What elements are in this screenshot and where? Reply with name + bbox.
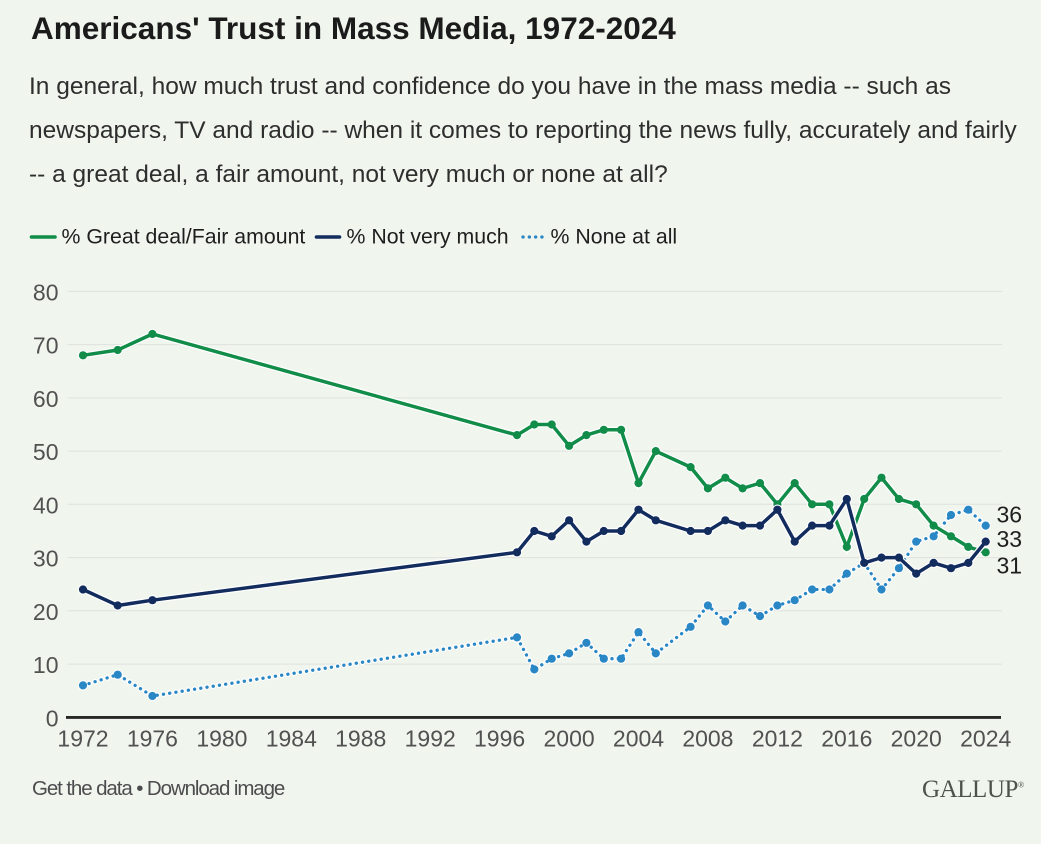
svg-text:2012: 2012 (752, 725, 803, 751)
svg-text:70: 70 (33, 333, 59, 359)
svg-text:1984: 1984 (266, 725, 317, 751)
svg-text:1972: 1972 (57, 725, 108, 751)
svg-text:1976: 1976 (127, 725, 178, 751)
svg-text:% Great deal/Fair amount: % Great deal/Fair amount (62, 225, 306, 249)
svg-text:2004: 2004 (613, 725, 664, 751)
svg-text:2000: 2000 (544, 725, 595, 751)
svg-text:1992: 1992 (405, 725, 456, 751)
svg-text:1980: 1980 (196, 725, 247, 751)
svg-text:40: 40 (33, 492, 59, 518)
svg-text:2008: 2008 (682, 725, 733, 751)
svg-text:31: 31 (997, 552, 1023, 578)
svg-text:1996: 1996 (474, 725, 525, 751)
svg-text:% Not very much: % Not very much (347, 225, 509, 249)
svg-text:33: 33 (997, 526, 1023, 552)
svg-text:60: 60 (33, 386, 59, 412)
svg-text:50: 50 (33, 439, 59, 465)
svg-text:2016: 2016 (821, 725, 872, 751)
svg-text:% None at all: % None at all (551, 225, 678, 249)
svg-text:36: 36 (997, 502, 1023, 528)
svg-text:80: 80 (33, 279, 59, 305)
svg-text:1988: 1988 (335, 725, 386, 751)
svg-text:10: 10 (33, 652, 59, 678)
svg-text:30: 30 (33, 546, 59, 572)
svg-text:2024: 2024 (960, 725, 1011, 751)
svg-text:2020: 2020 (891, 725, 942, 751)
svg-text:20: 20 (33, 599, 59, 625)
svg-text:0: 0 (46, 705, 59, 731)
